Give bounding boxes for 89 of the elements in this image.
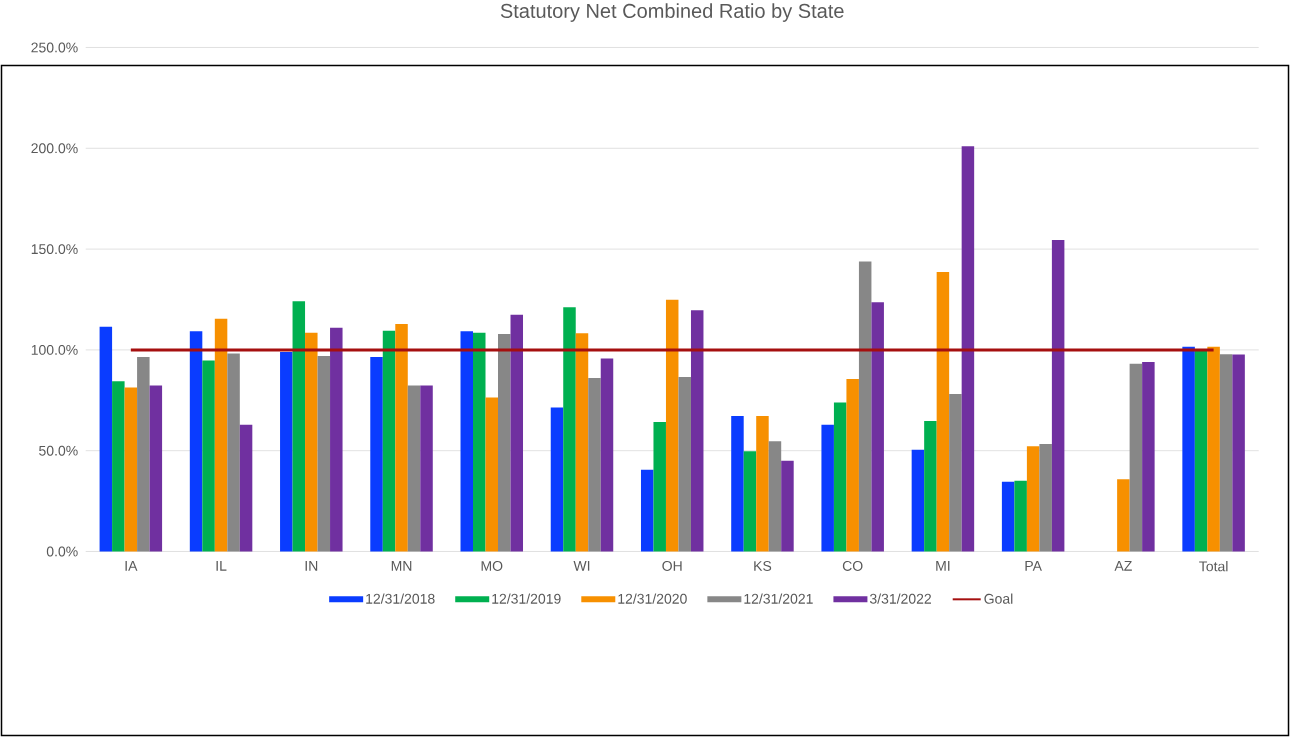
bar (420, 385, 433, 552)
bar (99, 326, 113, 552)
bar (678, 377, 691, 552)
x-tick-label: MN (391, 561, 412, 571)
bar (731, 416, 744, 552)
legend-label: 12/31/2021 (744, 593, 813, 604)
y-tick-label: 200.0% (31, 143, 78, 154)
bar (137, 356, 150, 552)
x-tick-label: WI (573, 561, 590, 571)
bar (1117, 479, 1130, 552)
legend-label: 12/31/2020 (618, 593, 687, 604)
bar (1129, 363, 1143, 552)
bar (936, 272, 950, 552)
y-tick-label: 100.0% (31, 344, 78, 355)
bar (1142, 362, 1155, 552)
bar (1014, 480, 1027, 552)
bar (473, 332, 486, 552)
bar (460, 331, 474, 552)
bar (485, 397, 499, 552)
bar (911, 449, 925, 552)
bar (498, 333, 511, 552)
bar (1194, 350, 1208, 552)
bar (407, 385, 421, 552)
bar (202, 360, 215, 552)
x-tick-label: IN (305, 561, 318, 571)
bar (743, 451, 757, 552)
bar (781, 460, 794, 552)
bar (292, 301, 306, 552)
bar (305, 332, 318, 552)
bar (768, 441, 782, 552)
bar (949, 394, 962, 552)
legend-label: 12/31/2018 (366, 593, 435, 604)
y-tick-label: 0.0% (46, 546, 78, 557)
y-tick-label: 150.0% (31, 244, 78, 255)
bar (858, 261, 872, 552)
bar (1026, 446, 1040, 552)
bar (510, 314, 524, 552)
bar (846, 378, 859, 552)
bar (588, 378, 601, 552)
x-tick-label: MO (481, 561, 503, 571)
bar (239, 424, 253, 552)
legend-label: 3/31/2022 (869, 593, 931, 604)
bar (1219, 354, 1233, 552)
y-tick-label: 250.0% (31, 42, 78, 53)
bar (227, 353, 240, 552)
bar (924, 421, 937, 552)
bar (1232, 354, 1245, 552)
bar (550, 407, 564, 552)
x-tick-label: AZ (1114, 561, 1132, 571)
bar (961, 146, 975, 552)
bar (690, 310, 704, 552)
bar (214, 318, 228, 552)
x-tick-label: MI (936, 561, 950, 571)
legend-label: 12/31/2019 (492, 593, 561, 604)
x-tick-label: IL (216, 561, 227, 571)
bar (756, 416, 769, 552)
bar (382, 330, 396, 552)
x-tick-label: KS (754, 561, 772, 571)
y-tick-label: 50.0% (39, 445, 78, 456)
bar (563, 307, 576, 552)
bar (653, 422, 666, 552)
x-tick-label: OH (662, 561, 682, 571)
bar (149, 385, 163, 552)
bar (871, 302, 884, 552)
bar (317, 355, 331, 552)
bar (1207, 346, 1220, 552)
bar (189, 331, 203, 552)
bar (821, 424, 834, 552)
bar (640, 469, 654, 552)
legend-label: Goal (984, 593, 1013, 604)
bar (370, 356, 383, 552)
bar (330, 327, 343, 552)
bar (1001, 481, 1015, 552)
bar (1182, 346, 1195, 552)
bar (575, 333, 589, 552)
x-tick-label: PA (1025, 561, 1042, 571)
bar (1039, 444, 1052, 552)
x-tick-label: IA (125, 561, 138, 571)
bar (665, 299, 679, 552)
x-tick-label: Total (1199, 561, 1228, 572)
bar (395, 323, 408, 552)
bar (112, 381, 125, 552)
bar (1051, 240, 1065, 552)
bar (600, 358, 614, 552)
bar (280, 351, 293, 552)
chart-title: Statutory Net Combined Ratio by State (500, 3, 844, 22)
bar (833, 402, 847, 552)
bar (124, 387, 138, 552)
x-tick-label: CO (842, 561, 863, 571)
